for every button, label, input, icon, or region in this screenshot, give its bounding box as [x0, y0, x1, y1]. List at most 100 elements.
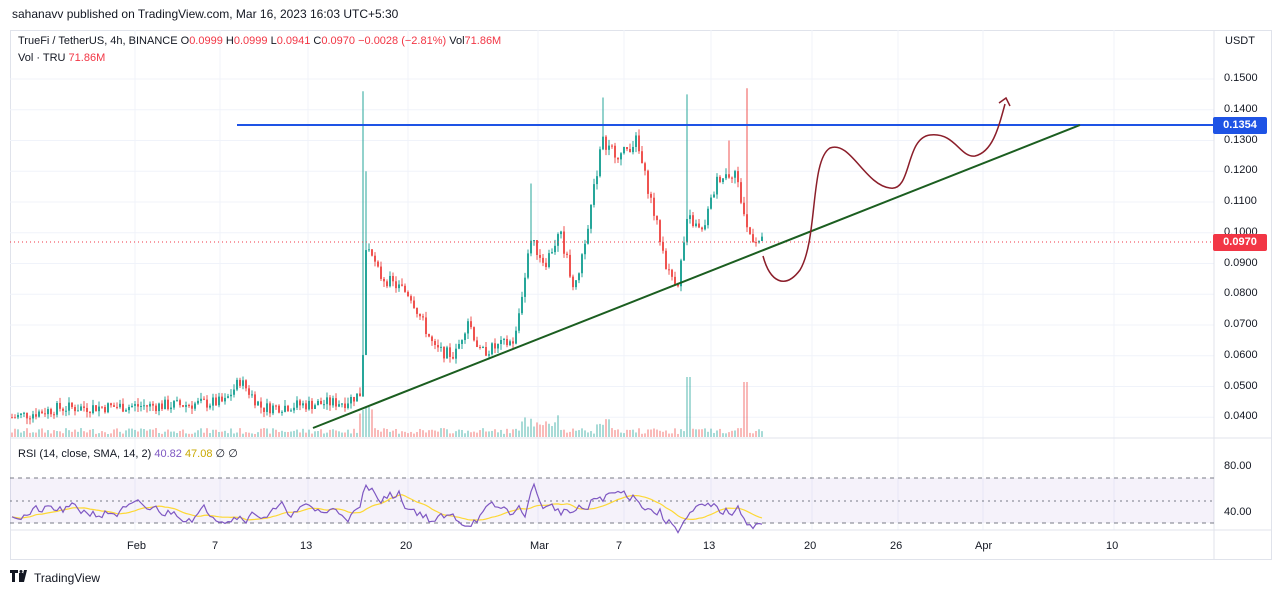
- volume-bar: [530, 418, 532, 437]
- candle-body: [380, 266, 382, 279]
- rsi-legend[interactable]: RSI (14, close, SMA, 14, 2) 40.82 47.08 …: [18, 447, 238, 460]
- volume-bar: [350, 433, 352, 437]
- projection-path[interactable]: [762, 103, 1006, 282]
- candle-body: [245, 380, 247, 389]
- candle-body: [278, 405, 280, 413]
- candle-body: [287, 405, 289, 412]
- candle-body: [224, 397, 226, 402]
- volume-bar: [50, 433, 52, 437]
- volume-bar: [614, 430, 616, 437]
- candle-body: [698, 223, 700, 228]
- volume-bar: [320, 429, 322, 437]
- candle-body: [230, 394, 232, 397]
- volume-bar: [383, 428, 385, 437]
- candle-body: [629, 149, 631, 153]
- volume-bar: [503, 433, 505, 437]
- candle-body: [125, 410, 127, 412]
- volume-bar: [197, 430, 199, 437]
- time-tick: 13: [300, 540, 313, 552]
- volume-bar: [137, 431, 139, 437]
- volume-bar: [80, 428, 82, 437]
- chart-frame: [10, 30, 1272, 560]
- candle-body: [548, 253, 550, 268]
- candle-body: [71, 402, 73, 408]
- volume-bar: [248, 432, 250, 437]
- volume-bars: [11, 377, 763, 437]
- candle-body: [146, 405, 148, 407]
- candle-body: [755, 242, 757, 244]
- candle-body: [467, 321, 469, 334]
- time-tick: Apr: [975, 540, 993, 552]
- volume-bar: [263, 428, 265, 437]
- volume-bar: [242, 433, 244, 437]
- volume-bar: [656, 429, 658, 437]
- candle-body: [701, 227, 703, 230]
- price-tick: 0.0400: [1224, 410, 1258, 423]
- candle-body: [80, 406, 82, 411]
- candle-body: [341, 403, 343, 405]
- candle-body: [260, 401, 262, 408]
- volume-bar: [65, 428, 67, 437]
- candle-body: [722, 178, 724, 182]
- candle-body: [485, 347, 487, 356]
- volume-bar: [161, 433, 163, 437]
- candle-body: [419, 313, 421, 317]
- candle-body: [29, 418, 31, 420]
- ascending-trendline[interactable]: [312, 124, 1081, 429]
- time-tick: 10: [1106, 540, 1119, 552]
- volume-bar: [581, 428, 583, 437]
- volume-bar: [185, 433, 187, 437]
- volume-bar: [227, 433, 229, 437]
- candle-body: [413, 300, 415, 308]
- candle-body: [500, 340, 502, 344]
- volume-bar: [521, 421, 523, 437]
- volume-bar: [329, 429, 331, 437]
- volume-bar: [209, 433, 211, 437]
- volume-bar: [497, 432, 499, 437]
- candle-body: [536, 240, 538, 256]
- candle-body: [251, 394, 253, 396]
- candle-body: [683, 242, 685, 261]
- candle-body: [23, 412, 25, 414]
- candle-body: [374, 255, 376, 262]
- volume-bar: [317, 431, 319, 437]
- candle-body: [350, 396, 352, 404]
- candle-body: [239, 379, 241, 386]
- volume-bar: [470, 432, 472, 437]
- volume-bar: [368, 407, 370, 437]
- volume-bar: [485, 431, 487, 437]
- candle-body: [731, 177, 733, 179]
- candle-body: [743, 202, 745, 215]
- volume-bar: [305, 432, 307, 437]
- currency-label: USDT: [1225, 35, 1255, 47]
- volume-bar: [632, 429, 634, 437]
- candle-body: [653, 197, 655, 216]
- rsi-empty-2: ∅: [228, 448, 238, 460]
- volume-bar: [710, 428, 712, 437]
- volume-bar: [413, 433, 415, 437]
- volume-bar: [722, 433, 724, 437]
- volume-bar: [347, 429, 349, 437]
- volume-bar: [143, 429, 145, 437]
- volume-bar: [587, 432, 589, 437]
- candle-body: [299, 400, 301, 406]
- symbol-legend[interactable]: TrueFi / TetherUS, 4h, BINANCE O0.0999 H…: [18, 35, 501, 47]
- volume-bar: [464, 433, 466, 437]
- tradingview-logo[interactable]: TradingView: [10, 570, 100, 585]
- volume-bar: [761, 431, 763, 437]
- candle-body: [242, 380, 244, 386]
- symbol-title: TrueFi / TetherUS, 4h, BINANCE: [18, 35, 178, 47]
- volume-bar: [86, 432, 88, 437]
- volume-bar: [728, 432, 730, 437]
- rsi-axis-tick-80: 80.00: [1224, 460, 1252, 472]
- volume-bar: [206, 428, 208, 437]
- candle-body: [101, 406, 103, 408]
- projection-arrowhead: [998, 96, 1011, 107]
- volume-bar: [83, 431, 85, 437]
- volume-bar: [281, 430, 283, 437]
- candle-body: [281, 411, 283, 413]
- volume-legend[interactable]: Vol · TRU 71.86M: [18, 52, 105, 64]
- volume-bar: [731, 430, 733, 437]
- volume-bar: [611, 428, 613, 437]
